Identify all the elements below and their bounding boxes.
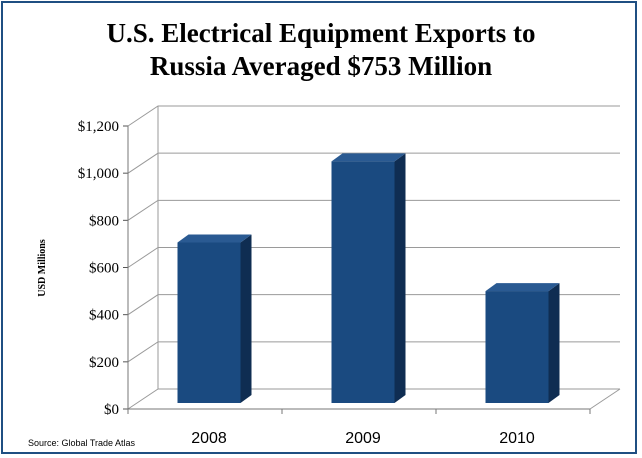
bar-2009 <box>331 153 406 403</box>
bar-front <box>485 291 549 403</box>
bar-side <box>394 153 406 403</box>
y-axis-label: USD Millions <box>37 239 48 297</box>
floor-edge <box>589 388 621 410</box>
bar-side <box>548 283 560 403</box>
chart-title: U.S. Electrical Equipment Exports to Rus… <box>3 17 639 83</box>
chart-title-line-1: U.S. Electrical Equipment Exports to <box>106 18 536 48</box>
bar-top <box>485 283 560 292</box>
y-tick-label: $800 <box>89 213 119 229</box>
x-tick-label: 2010 <box>499 430 535 447</box>
bar-front <box>177 242 241 403</box>
y-tick-label: $1,000 <box>78 166 119 182</box>
bar-side <box>240 234 252 403</box>
axes <box>123 125 621 414</box>
bar-top <box>331 153 406 162</box>
y-tick-label: $0 <box>104 402 119 418</box>
x-tick-label: 2008 <box>191 430 227 447</box>
y-tick-label: $600 <box>89 261 119 277</box>
bars <box>177 153 560 403</box>
gridlines <box>127 105 620 410</box>
y-tick-label: $200 <box>89 355 119 371</box>
y-tick-label: $1,200 <box>78 119 119 135</box>
y-tick-labels: $0 $200 $400 $600 $800 $1,000 $1,200 <box>78 119 119 418</box>
chart-frame: U.S. Electrical Equipment Exports to Rus… <box>1 1 637 454</box>
x-tick-label: 2009 <box>345 430 381 447</box>
bar-2008 <box>177 234 252 403</box>
source-note: Source: Global Trade Atlas <box>28 438 136 448</box>
gridline <box>127 105 620 127</box>
bar-2010 <box>485 283 560 403</box>
bar-top <box>177 234 252 243</box>
x-tick-labels: 2008 2009 2010 <box>191 430 535 447</box>
bar-front <box>331 161 395 403</box>
chart-title-line-2: Russia Averaged $753 Million <box>149 51 493 81</box>
y-tick-label: $400 <box>89 308 119 324</box>
